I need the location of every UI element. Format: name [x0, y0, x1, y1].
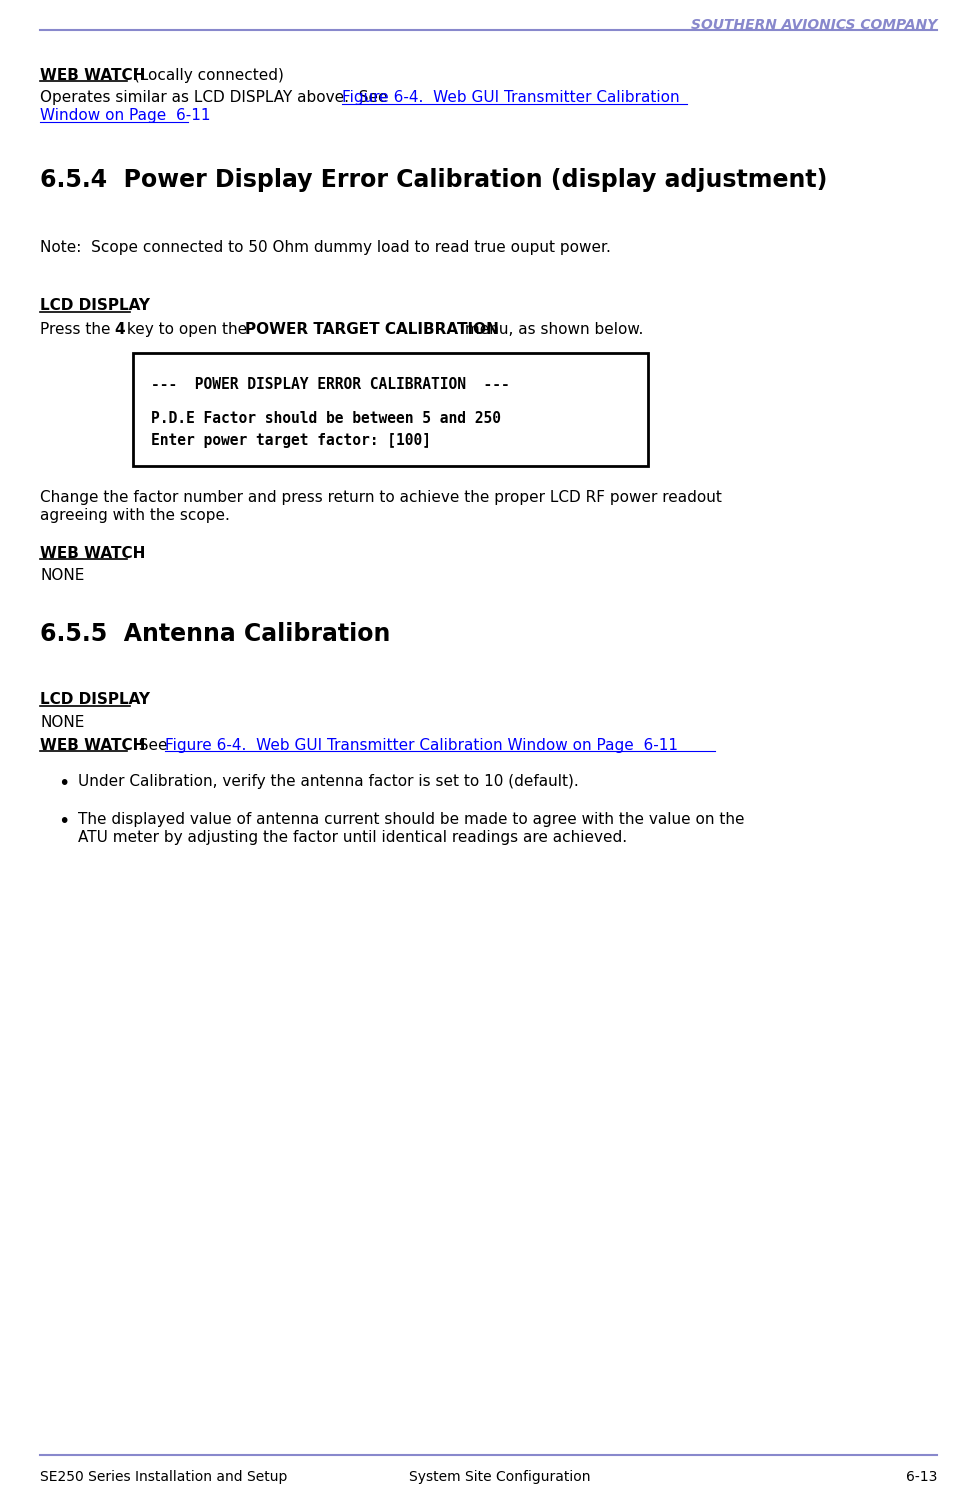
Text: ---  POWER DISPLAY ERROR CALIBRATION  ---: --- POWER DISPLAY ERROR CALIBRATION --- [151, 377, 510, 392]
Text: (Locally connected): (Locally connected) [129, 69, 284, 84]
Text: ATU meter by adjusting the factor until identical readings are achieved.: ATU meter by adjusting the factor until … [78, 830, 627, 844]
Text: Figure 6-4.  Web GUI Transmitter Calibration Window on Page  6-11: Figure 6-4. Web GUI Transmitter Calibrat… [165, 739, 678, 753]
Text: Note:  Scope connected to 50 Ohm dummy load to read true ouput power.: Note: Scope connected to 50 Ohm dummy lo… [40, 240, 611, 255]
Text: •: • [58, 812, 69, 831]
Text: See: See [129, 739, 172, 753]
Text: Press the: Press the [40, 322, 115, 337]
Text: P.D.E Factor should be between 5 and 250: P.D.E Factor should be between 5 and 250 [151, 410, 501, 427]
Text: WEB WATCH: WEB WATCH [40, 546, 146, 561]
Text: key to open the: key to open the [122, 322, 252, 337]
Text: Operates similar as LCD DISPLAY above.  See: Operates similar as LCD DISPLAY above. S… [40, 90, 393, 104]
Text: 4: 4 [114, 322, 125, 337]
Text: Under Calibration, verify the antenna factor is set to 10 (default).: Under Calibration, verify the antenna fa… [78, 774, 578, 789]
Text: Enter power target factor: [100]: Enter power target factor: [100] [151, 433, 431, 448]
Text: menu, as shown below.: menu, as shown below. [460, 322, 644, 337]
Text: 6.5.4  Power Display Error Calibration (display adjustment): 6.5.4 Power Display Error Calibration (d… [40, 169, 828, 192]
Text: LCD DISPLAY: LCD DISPLAY [40, 298, 150, 313]
Text: LCD DISPLAY: LCD DISPLAY [40, 692, 150, 707]
Text: •: • [58, 774, 69, 794]
Text: POWER TARGET CALIBRATION: POWER TARGET CALIBRATION [245, 322, 499, 337]
Text: WEB WATCH: WEB WATCH [40, 69, 146, 84]
Text: Figure 6-4.  Web GUI Transmitter Calibration: Figure 6-4. Web GUI Transmitter Calibrat… [342, 90, 680, 104]
Text: NONE: NONE [40, 715, 84, 730]
Text: 6.5.5  Antenna Calibration: 6.5.5 Antenna Calibration [40, 622, 391, 646]
Text: System Site Configuration: System Site Configuration [409, 1470, 591, 1485]
Text: SOUTHERN AVIONICS COMPANY: SOUTHERN AVIONICS COMPANY [691, 18, 937, 31]
FancyBboxPatch shape [133, 354, 648, 466]
Text: Change the factor number and press return to achieve the proper LCD RF power rea: Change the factor number and press retur… [40, 489, 722, 504]
Text: WEB WATCH: WEB WATCH [40, 739, 146, 753]
Text: 6-13: 6-13 [906, 1470, 937, 1485]
Text: NONE: NONE [40, 568, 84, 583]
Text: SE250 Series Installation and Setup: SE250 Series Installation and Setup [40, 1470, 287, 1485]
Text: Window on Page  6-11: Window on Page 6-11 [40, 107, 210, 122]
Text: agreeing with the scope.: agreeing with the scope. [40, 507, 230, 524]
Text: The displayed value of antenna current should be made to agree with the value on: The displayed value of antenna current s… [78, 812, 744, 827]
